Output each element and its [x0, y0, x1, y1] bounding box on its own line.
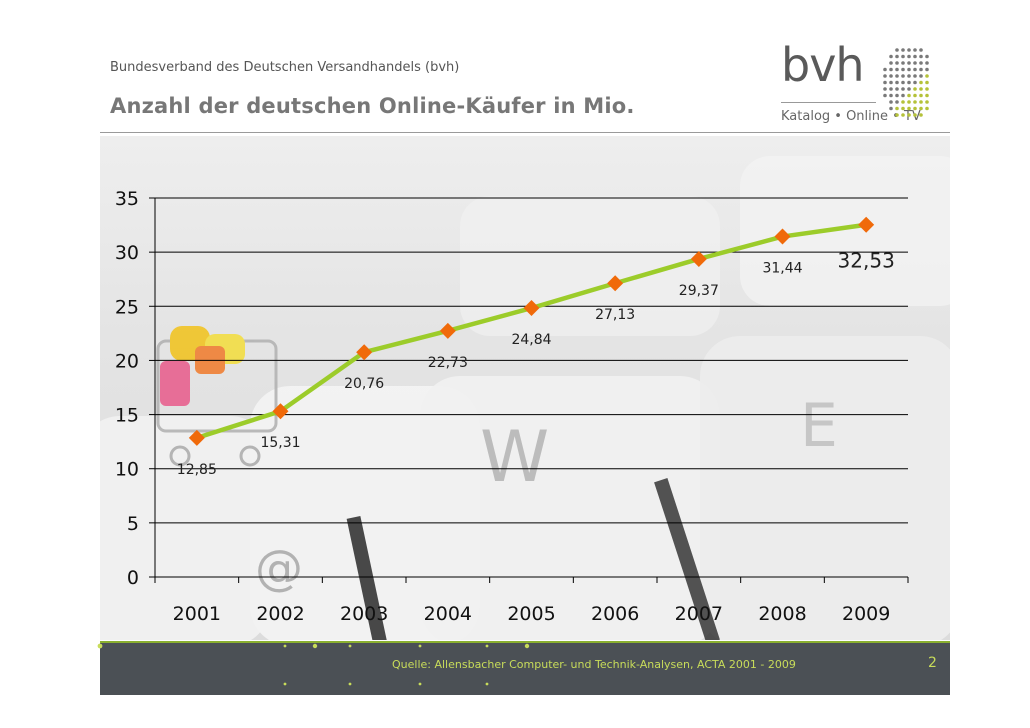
data-label: 12,85 [177, 462, 217, 478]
data-point-marker [607, 275, 624, 292]
data-label: 22,73 [428, 355, 468, 371]
y-tick-label: 30 [115, 242, 139, 264]
x-tick-label: 2003 [340, 603, 388, 625]
y-tick-label: 5 [127, 513, 139, 535]
x-tick-label: 2007 [675, 603, 723, 625]
y-tick-label: 20 [115, 350, 139, 372]
svg-text:E: E [800, 391, 838, 461]
logo-tagline: Katalog • Online • TV [781, 109, 921, 124]
page-number: 2 [928, 655, 937, 671]
x-tick-label: 2002 [256, 603, 304, 625]
logo-divider [781, 102, 876, 103]
y-tick-label: 10 [115, 459, 139, 481]
source-note: Quelle: Allensbacher Computer- und Techn… [392, 658, 796, 671]
page-title: Anzahl der deutschen Online-Käufer in Mi… [110, 94, 635, 118]
header-divider [100, 132, 950, 133]
logo-dot-grid-icon [883, 48, 929, 117]
y-tick-label: 15 [115, 405, 139, 427]
logo-wordmark: bvh [781, 38, 865, 92]
y-tick-label: 0 [127, 567, 139, 589]
data-point-marker [690, 250, 707, 267]
data-label: 32,53 [838, 249, 895, 273]
data-label: 20,76 [344, 376, 384, 392]
data-point-marker [523, 300, 540, 317]
svg-text:@: @ [255, 540, 303, 596]
data-label: 27,13 [595, 307, 635, 323]
data-point-marker [272, 403, 289, 420]
svg-text:W: W [480, 416, 549, 498]
keyboard-background-photo: W E @ [100, 136, 950, 640]
footer-accent-line [100, 641, 950, 643]
data-point-marker [858, 216, 875, 233]
data-label: 31,44 [762, 261, 802, 277]
data-label: 15,31 [260, 435, 300, 451]
x-tick-label: 2009 [842, 603, 890, 625]
y-tick-label: 25 [115, 296, 139, 318]
organization-name: Bundesverband des Deutschen Versandhande… [110, 60, 460, 75]
data-point-marker [439, 322, 456, 339]
x-tick-label: 2004 [424, 603, 472, 625]
x-tick-label: 2008 [758, 603, 806, 625]
data-label: 24,84 [511, 332, 551, 348]
data-point-marker [188, 429, 205, 446]
bvh-logo: bvh Katalog • Online • TV [775, 38, 950, 137]
footer-bar [100, 643, 950, 695]
x-tick-label: 2001 [173, 603, 221, 625]
data-point-marker [774, 228, 791, 245]
keyboard-keys-illustration: W E @ [100, 156, 950, 640]
x-tick-label: 2005 [507, 603, 555, 625]
data-point-marker [356, 344, 373, 361]
y-tick-label: 35 [115, 188, 139, 210]
data-label: 29,37 [679, 283, 719, 299]
x-tick-label: 2006 [591, 603, 639, 625]
